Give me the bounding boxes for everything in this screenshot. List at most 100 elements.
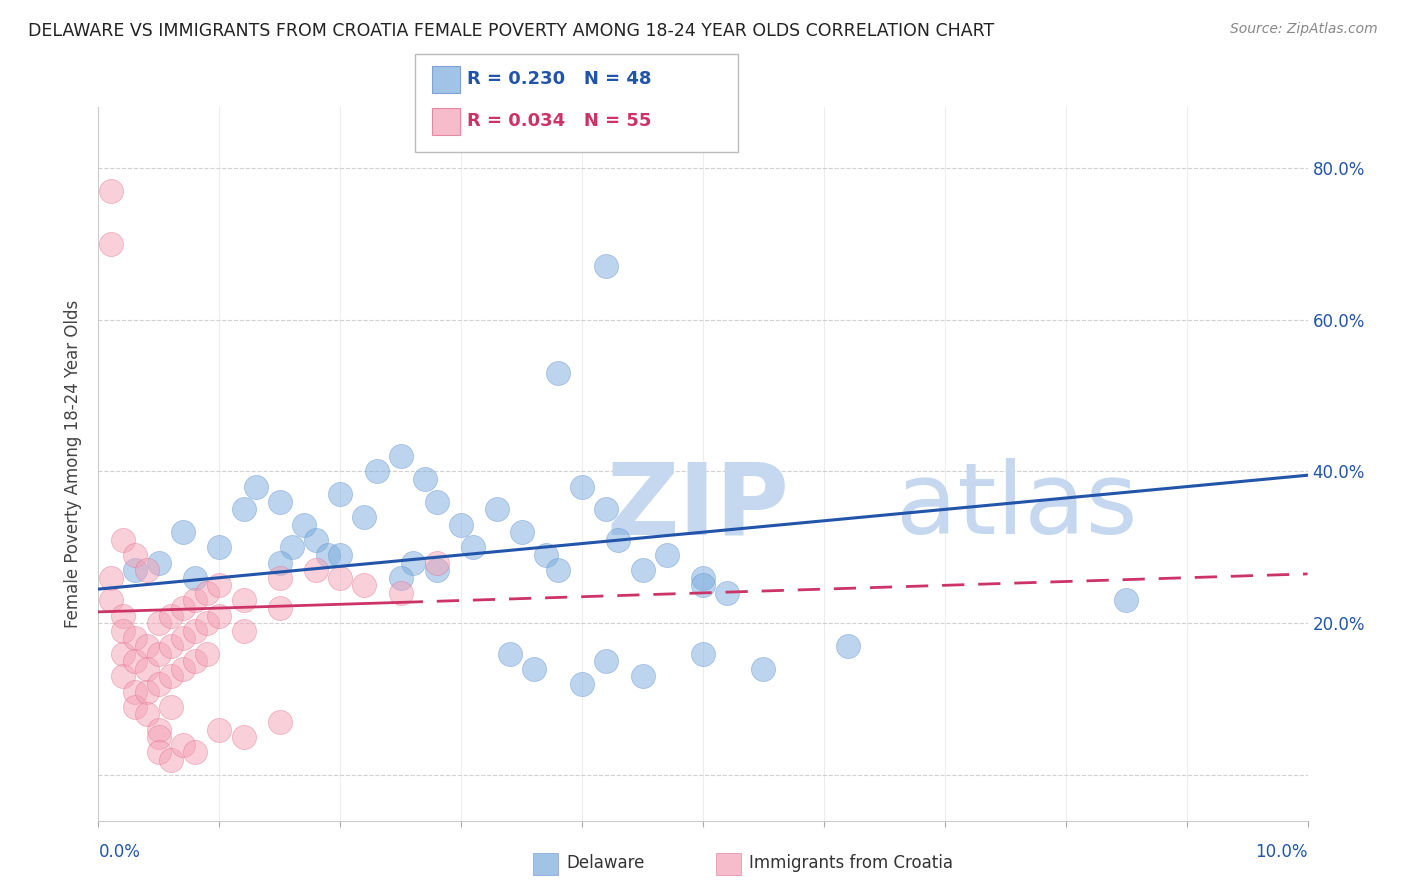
Point bbox=[232, 502, 254, 516]
Point bbox=[148, 730, 170, 744]
Point bbox=[148, 556, 170, 570]
Point bbox=[124, 548, 146, 562]
Point bbox=[716, 586, 738, 600]
Point bbox=[124, 684, 146, 698]
Point bbox=[281, 541, 304, 555]
Point bbox=[208, 608, 231, 623]
Point bbox=[184, 654, 207, 668]
Point bbox=[160, 608, 183, 623]
Point bbox=[353, 578, 375, 592]
Point bbox=[292, 517, 315, 532]
Point bbox=[111, 533, 134, 547]
Point bbox=[135, 684, 157, 698]
Point bbox=[692, 647, 714, 661]
Point bbox=[148, 723, 170, 737]
Point bbox=[269, 601, 291, 615]
Point bbox=[100, 184, 122, 198]
Point bbox=[160, 639, 183, 653]
Point bbox=[100, 571, 122, 585]
Point bbox=[631, 669, 654, 683]
Text: Source: ZipAtlas.com: Source: ZipAtlas.com bbox=[1230, 22, 1378, 37]
Point bbox=[195, 647, 218, 661]
Point bbox=[426, 556, 449, 570]
Point bbox=[111, 669, 134, 683]
Point bbox=[232, 593, 254, 607]
Point bbox=[269, 714, 291, 729]
Point bbox=[463, 541, 485, 555]
Point bbox=[172, 662, 194, 676]
Point bbox=[148, 677, 170, 691]
Point bbox=[486, 502, 509, 516]
Y-axis label: Female Poverty Among 18-24 Year Olds: Female Poverty Among 18-24 Year Olds bbox=[63, 300, 82, 628]
Point bbox=[111, 647, 134, 661]
Point bbox=[510, 525, 533, 540]
Point bbox=[595, 502, 617, 516]
Point bbox=[329, 548, 352, 562]
Point bbox=[595, 260, 617, 274]
Text: ZIP: ZIP bbox=[606, 458, 789, 555]
Point bbox=[148, 745, 170, 759]
Point bbox=[160, 669, 183, 683]
Point bbox=[353, 510, 375, 524]
Point bbox=[426, 563, 449, 577]
Point bbox=[389, 449, 412, 463]
Point bbox=[269, 495, 291, 509]
Point bbox=[184, 593, 207, 607]
Point bbox=[135, 662, 157, 676]
Point bbox=[135, 707, 157, 722]
Point bbox=[172, 738, 194, 752]
Point bbox=[305, 563, 328, 577]
Point bbox=[195, 616, 218, 631]
Point bbox=[595, 654, 617, 668]
Point bbox=[534, 548, 557, 562]
Point bbox=[172, 525, 194, 540]
Text: atlas: atlas bbox=[897, 458, 1137, 555]
Point bbox=[208, 541, 231, 555]
Point bbox=[366, 465, 388, 479]
Point bbox=[148, 616, 170, 631]
Point bbox=[329, 487, 352, 501]
Point bbox=[837, 639, 859, 653]
Point bbox=[316, 548, 339, 562]
Point bbox=[232, 624, 254, 638]
Point bbox=[124, 563, 146, 577]
Text: R = 0.034   N = 55: R = 0.034 N = 55 bbox=[467, 112, 651, 130]
Point bbox=[389, 586, 412, 600]
Point bbox=[195, 586, 218, 600]
Point bbox=[329, 571, 352, 585]
Point bbox=[135, 639, 157, 653]
Text: 10.0%: 10.0% bbox=[1256, 843, 1308, 861]
Point bbox=[402, 556, 425, 570]
Point bbox=[124, 654, 146, 668]
Point bbox=[172, 601, 194, 615]
Point bbox=[111, 608, 134, 623]
Point bbox=[571, 677, 593, 691]
Point bbox=[184, 745, 207, 759]
Text: Immigrants from Croatia: Immigrants from Croatia bbox=[749, 855, 953, 872]
Point bbox=[547, 366, 569, 380]
Point bbox=[184, 571, 207, 585]
Point bbox=[692, 578, 714, 592]
Point bbox=[413, 472, 436, 486]
Point bbox=[184, 624, 207, 638]
Point bbox=[160, 699, 183, 714]
Text: 0.0%: 0.0% bbox=[98, 843, 141, 861]
Point bbox=[100, 593, 122, 607]
Point bbox=[607, 533, 630, 547]
Point bbox=[124, 699, 146, 714]
Point bbox=[450, 517, 472, 532]
Point bbox=[426, 495, 449, 509]
Point bbox=[692, 571, 714, 585]
Point bbox=[148, 647, 170, 661]
Point bbox=[571, 480, 593, 494]
Point bbox=[305, 533, 328, 547]
Point bbox=[160, 753, 183, 767]
Point bbox=[100, 236, 122, 251]
Point bbox=[269, 571, 291, 585]
Point bbox=[752, 662, 775, 676]
Text: R = 0.230   N = 48: R = 0.230 N = 48 bbox=[467, 70, 651, 88]
Text: Delaware: Delaware bbox=[567, 855, 645, 872]
Point bbox=[547, 563, 569, 577]
Point bbox=[389, 571, 412, 585]
Point bbox=[245, 480, 267, 494]
